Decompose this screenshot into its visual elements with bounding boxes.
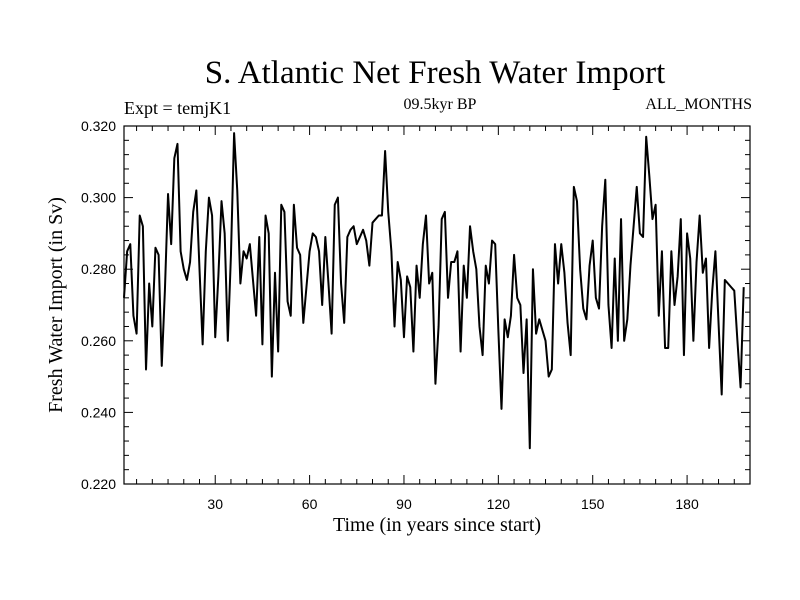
x-axis-label: Time (in years since start) <box>333 514 541 536</box>
chart-title: S. Atlantic Net Fresh Water Import <box>204 55 666 91</box>
x-tick-label: 90 <box>396 496 412 512</box>
y-tick-label: 0.260 <box>81 333 116 349</box>
y-tick-label: 0.280 <box>81 261 116 277</box>
x-tick-labels: 30 60 90 120 150 180 <box>207 496 699 512</box>
series-line-fresh-water-import <box>123 132 745 450</box>
y-axis-label: Fresh Water Import (in Sv) <box>45 197 67 413</box>
x-tick-label: 30 <box>207 496 223 512</box>
x-tick-label: 150 <box>581 496 605 512</box>
y-tick-label: 0.240 <box>81 404 116 420</box>
y-tick-label: 0.320 <box>81 118 116 134</box>
months-label: ALL_MONTHS <box>645 96 752 113</box>
tick-marks <box>124 125 750 485</box>
period-label: 09.5kyr BP <box>403 96 477 113</box>
y-tick-label: 0.220 <box>81 476 116 492</box>
x-tick-label: 120 <box>487 496 511 512</box>
experiment-label: Expt = temjK1 <box>124 98 232 118</box>
plot-frame <box>123 125 751 485</box>
y-tick-labels: 0.220 0.240 0.260 0.280 0.300 0.320 <box>81 118 116 492</box>
y-tick-label: 0.300 <box>81 190 116 206</box>
x-tick-label: 60 <box>302 496 318 512</box>
x-tick-label: 180 <box>675 496 699 512</box>
